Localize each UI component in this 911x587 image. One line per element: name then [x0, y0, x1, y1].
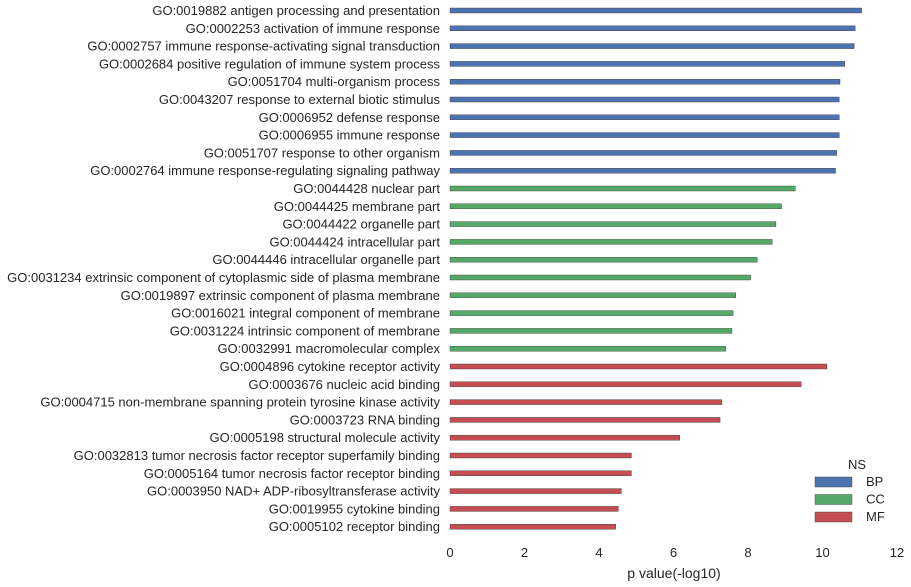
legend-swatch-cc	[814, 494, 853, 505]
bar-bp-2	[449, 43, 855, 49]
bar-bp-1	[449, 25, 856, 31]
category-label-mf-9: GO:0005102 receptor binding	[269, 519, 440, 534]
bar-cc-8	[449, 328, 733, 334]
category-label-bp-2: GO:0002757 immune response-activating si…	[87, 39, 440, 54]
bar-cc-2	[449, 221, 777, 227]
bar-mf-5	[449, 452, 632, 459]
x-tick-label-2: 4	[595, 545, 602, 560]
category-label-cc-0: GO:0044428 nuclear part	[293, 181, 440, 196]
bar-mf-7	[449, 488, 622, 494]
bar-bp-6	[449, 114, 840, 121]
category-label-cc-1: GO:0044425 membrane part	[274, 199, 441, 214]
category-label-bp-4: GO:0051704 multi-organism process	[228, 74, 441, 89]
legend-label-bp: BP	[866, 474, 883, 489]
legend-title: NS	[848, 457, 866, 472]
category-label-cc-4: GO:0044446 intracellular organelle part	[212, 252, 440, 267]
bar-mf-6	[449, 470, 632, 476]
x-axis-ticks-layer: 0 2 4 6 8 10 12	[446, 545, 904, 560]
category-label-bp-7: GO:0006955 immune response	[259, 128, 440, 143]
bar-mf-3	[449, 417, 721, 423]
x-axis-label: p value(-log10)	[627, 565, 720, 581]
category-label-bp-3: GO:0002684 positive regulation of immune…	[99, 56, 441, 71]
legend-label-mf: MF	[866, 509, 885, 524]
x-tick-label-1: 2	[521, 545, 528, 560]
bar-bp-3	[449, 61, 846, 67]
category-label-bp-0: GO:0019882 antigen processing and presen…	[152, 3, 440, 18]
bar-cc-5	[449, 274, 751, 281]
category-label-bp-1: GO:0002253 activation of immune response	[186, 21, 440, 36]
category-label-cc-2: GO:0044422 organelle part	[282, 217, 440, 232]
category-label-cc-5: GO:0031234 extrinsic component of cytopl…	[7, 270, 440, 285]
bar-bp-5	[449, 96, 840, 103]
category-label-mf-0: GO:0004896 cytokine receptor activity	[220, 359, 441, 374]
bar-cc-7	[449, 310, 734, 316]
category-label-bp-8: GO:0051707 response to other organism	[204, 145, 440, 160]
legend-label-cc: CC	[866, 492, 885, 507]
category-label-mf-2: GO:0004715 non-membrane spanning protein…	[40, 395, 440, 410]
bar-mf-2	[449, 399, 723, 405]
category-label-mf-4: GO:0005198 structural molecule activity	[210, 430, 441, 445]
category-label-mf-3: GO:0003723 RNA binding	[290, 412, 440, 427]
bar-cc-9	[449, 346, 726, 352]
x-tick-label-4: 8	[744, 545, 751, 560]
category-label-cc-6: GO:0019897 extrinsic component of plasma…	[121, 288, 440, 303]
bar-bp-0	[449, 7, 862, 14]
category-label-mf-5: GO:0032813 tumor necrosis factor recepto…	[74, 448, 440, 463]
bar-cc-3	[449, 239, 773, 245]
legend-swatch-mf	[814, 511, 853, 523]
category-label-bp-5: GO:0043207 response to external biotic s…	[159, 92, 441, 107]
category-labels-layer: GO:0019882 antigen processing and presen…	[7, 3, 440, 534]
bar-cc-1	[449, 203, 782, 210]
bar-mf-9	[449, 524, 616, 530]
bar-cc-0	[449, 185, 796, 192]
bar-mf-4	[449, 435, 681, 441]
bar-cc-6	[449, 292, 736, 298]
legend-swatch-bp	[814, 476, 853, 488]
category-label-cc-9: GO:0032991 macromolecular complex	[217, 341, 440, 356]
category-label-mf-1: GO:0003676 nucleic acid binding	[248, 377, 440, 392]
category-label-cc-7: GO:0016021 integral component of membran…	[171, 306, 440, 321]
category-label-mf-8: GO:0019955 cytokine binding	[269, 501, 440, 516]
category-label-mf-7: GO:0003950 NAD+ ADP-ribosyltransferase a…	[147, 484, 440, 499]
category-label-bp-6: GO:0006952 defense response	[259, 110, 440, 125]
bar-mf-8	[449, 506, 619, 512]
bar-mf-0	[449, 363, 828, 370]
x-tick-label-0: 0	[446, 545, 453, 560]
bar-bp-8	[449, 150, 837, 156]
bars-layer	[449, 7, 862, 530]
bar-bp-9	[449, 167, 836, 174]
bar-cc-4	[449, 257, 758, 263]
category-label-cc-3: GO:0044424 intracellular part	[269, 234, 440, 249]
x-tick-label-6: 12	[890, 545, 904, 560]
bar-bp-7	[449, 132, 840, 138]
category-label-cc-8: GO:0031224 intrinsic component of membra…	[170, 323, 440, 338]
category-label-mf-6: GO:0005164 tumor necrosis factor recepto…	[144, 466, 440, 481]
bar-bp-4	[449, 78, 841, 85]
bar-mf-1	[449, 381, 802, 387]
x-tick-label-5: 10	[815, 545, 829, 560]
x-tick-label-3: 6	[670, 545, 677, 560]
category-label-bp-9: GO:0002764 immune response-regulating si…	[90, 163, 440, 178]
